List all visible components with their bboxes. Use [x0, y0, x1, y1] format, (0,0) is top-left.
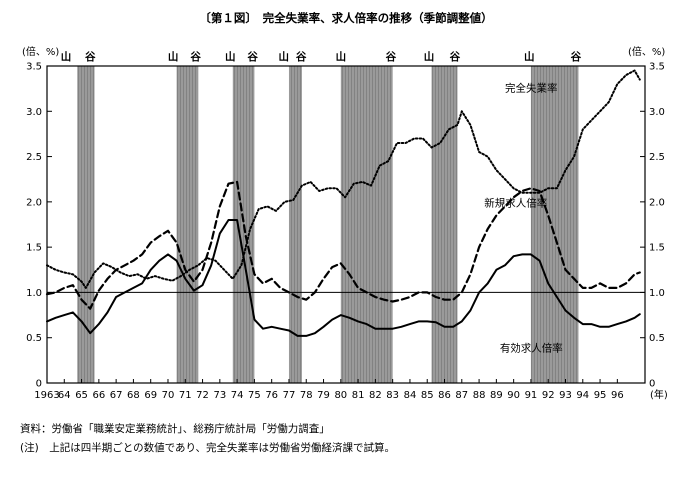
left-y-axis: 0 0.5 1.0 1.5 2.0 2.5 3.0 3.5 — [26, 62, 52, 390]
x-tick-label: 79 — [317, 390, 330, 401]
x-tick-label: 86 — [438, 390, 451, 401]
recession-band — [77, 66, 95, 383]
x-tick-label: 1963 — [34, 390, 59, 401]
series-label: 有効求人倍率 — [500, 341, 563, 354]
x-tick-label: 64 — [58, 390, 71, 401]
cycle-label: 山 — [524, 50, 535, 63]
x-tick-label: 90 — [507, 390, 520, 401]
series-line — [46, 69, 641, 289]
x-tick-label: 74 — [231, 390, 244, 401]
x-tick-label: 95 — [594, 390, 607, 401]
x-tick-label: 73 — [213, 390, 226, 401]
cycle-label: 谷 — [296, 50, 307, 63]
recession-band — [530, 66, 579, 383]
recession-band — [340, 66, 393, 383]
x-tick-label: 87 — [455, 390, 468, 401]
plot-frame — [46, 65, 646, 384]
cycle-label: 山 — [279, 50, 290, 63]
series-label: 完全失業率 — [505, 81, 557, 94]
y-tick-label: 1.0 — [649, 288, 665, 299]
cycle-labels: 山谷山谷山谷山谷山谷山谷山谷 — [61, 50, 582, 63]
x-tick-label: 65 — [75, 390, 88, 401]
x-tick-label: 76 — [265, 390, 278, 401]
recession-shading — [77, 66, 579, 383]
cycle-label: 山 — [61, 50, 72, 63]
x-tick-label: 83 — [386, 390, 399, 401]
source-note: 資料：労働省「職業安定業務統計」、総務庁統計局「労働力調査」 — [20, 423, 330, 435]
y-tick-label: 1.0 — [26, 288, 42, 299]
cycle-label: 谷 — [571, 50, 582, 63]
x-tick-label: 67 — [110, 390, 123, 401]
x-tick-label: 94 — [576, 390, 589, 401]
x-tick-label: 70 — [162, 390, 175, 401]
y-tick-label: 2.0 — [26, 197, 42, 208]
series-lines — [45, 69, 641, 337]
recession-band — [431, 66, 458, 383]
x-tick-label: 89 — [490, 390, 503, 401]
left-axis-unit: (倍、%) — [22, 45, 59, 58]
x-tick-label: 77 — [283, 390, 296, 401]
x-tick-label: 82 — [369, 390, 382, 401]
y-tick-label: 2.5 — [26, 152, 42, 163]
y-tick-label: 2.5 — [649, 152, 665, 163]
cycle-label: 山 — [225, 50, 236, 63]
x-tick-label: 72 — [196, 390, 209, 401]
series-line — [46, 219, 641, 337]
x-tick-label: 81 — [352, 390, 365, 401]
y-tick-label: 1.5 — [649, 243, 665, 254]
x-axis-unit: (年) — [650, 388, 668, 401]
x-tick-label: 75 — [248, 390, 261, 401]
series-label: 新規求人倍率 — [484, 196, 547, 209]
x-tick-label: 85 — [421, 390, 434, 401]
x-tick-label: 71 — [179, 390, 192, 401]
x-tick-label: 91 — [525, 390, 538, 401]
y-tick-label: 0.5 — [649, 333, 665, 344]
cycle-label: 谷 — [85, 50, 96, 63]
recession-band — [176, 66, 199, 383]
right-axis-unit: (倍、%) — [628, 45, 665, 58]
recession-band — [288, 66, 302, 383]
y-tick-label: 3.5 — [26, 62, 42, 73]
y-tick-label: 3.5 — [649, 62, 665, 73]
cycle-label: 谷 — [386, 50, 397, 63]
chart-notes: 資料：労働省「職業安定業務統計」、総務庁統計局「労働力調査」 (注) 上記は四半… — [20, 420, 395, 458]
right-y-axis: 0 0.5 1.0 1.5 2.0 2.5 3.0 3.5 — [640, 62, 665, 390]
y-tick-label: 1.5 — [26, 243, 42, 254]
x-tick-label: 69 — [144, 390, 157, 401]
y-tick-label: 0 — [649, 379, 655, 390]
x-tick-label: 84 — [404, 390, 417, 401]
y-tick-label: 0 — [36, 379, 42, 390]
y-tick-label: 3.0 — [649, 107, 665, 118]
y-tick-label: 0.5 — [26, 333, 42, 344]
cycle-label: 山 — [424, 50, 435, 63]
footnote: (注) 上記は四半期ごとの数値であり、完全失業率は労働省労働経済課で試算。 — [20, 442, 396, 454]
cycle-label: 山 — [336, 50, 347, 63]
x-tick-label: 92 — [542, 390, 555, 401]
cycle-label: 谷 — [190, 50, 201, 63]
x-tick-label: 66 — [92, 390, 105, 401]
x-tick-label: 88 — [473, 390, 486, 401]
y-tick-label: 2.0 — [649, 197, 665, 208]
labor-market-chart: 0 0.5 1.0 1.5 2.0 2.5 3.0 3.5 0 0.5 1.0 1.5 2.0 2.5 3… — [22, 11, 668, 401]
series-line — [45, 180, 641, 310]
cycle-label: 山 — [168, 50, 179, 63]
x-tick-label: 96 — [611, 390, 624, 401]
x-tick-label: 80 — [334, 390, 347, 401]
cycle-label: 谷 — [247, 50, 258, 63]
x-tick-label: 78 — [300, 390, 313, 401]
chart-title: 〔第１図〕 完全失業率、求人倍率の推移（季節調整値） — [199, 11, 492, 25]
y-tick-label: 3.0 — [26, 107, 42, 118]
x-tick-label: 68 — [127, 390, 140, 401]
cycle-label: 谷 — [450, 50, 461, 63]
x-tick-label: 93 — [559, 390, 572, 401]
